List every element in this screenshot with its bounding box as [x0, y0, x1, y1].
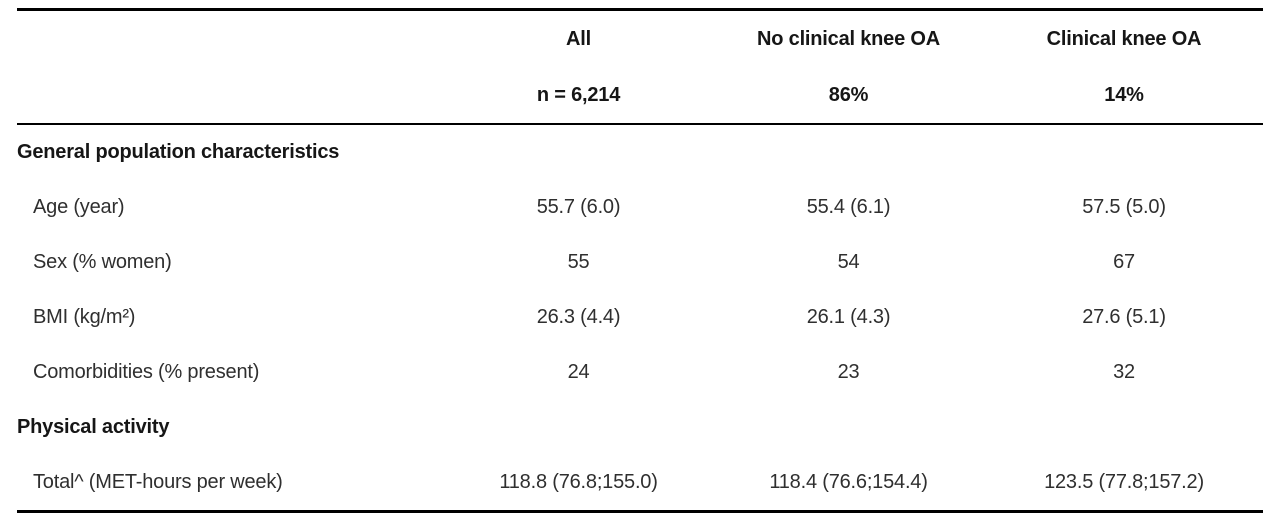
cell-value: 27.6 (5.1) [1082, 306, 1166, 328]
header-title-row: All No clinical knee OA Clinical knee OA [17, 10, 1263, 68]
row-label: Comorbidities (% present) [33, 361, 260, 383]
population-characteristics-table: All No clinical knee OA Clinical knee OA… [17, 8, 1263, 513]
section-header-label: Physical activity [17, 416, 170, 438]
cell-value: 118.8 (76.8;155.0) [499, 471, 658, 493]
cell-value: 24 [567, 361, 590, 383]
table-header: All No clinical knee OA Clinical knee OA… [17, 10, 1263, 124]
table-row-sex: Sex (% women) 55 54 67 [17, 235, 1263, 290]
row-label: BMI (kg/m²) [33, 306, 136, 328]
section-header-physical-activity: Physical activity [17, 400, 1263, 455]
subheader-empty-cell [17, 67, 445, 124]
col-subheader-all-n: n = 6,214 [536, 83, 621, 106]
row-label: Age (year) [33, 196, 125, 218]
row-label: Total^ (MET-hours per week) [33, 471, 283, 493]
table-row-total-met-hours: Total^ (MET-hours per week) 118.8 (76.8;… [17, 455, 1263, 512]
section-header-general-population: General population characteristics [17, 124, 1263, 180]
cell-value: 123.5 (77.8;157.2) [1044, 471, 1204, 493]
cell-value: 67 [1113, 251, 1135, 273]
col-header-no-clinical-knee-oa: No clinical knee OA [757, 27, 940, 50]
cell-value: 23 [837, 361, 860, 383]
cell-value: 26.1 (4.3) [806, 306, 891, 328]
cell-value: 55.4 (6.1) [806, 196, 891, 218]
table-container: All No clinical knee OA Clinical knee OA… [17, 8, 1263, 513]
section-header-label: General population characteristics [17, 141, 340, 163]
cell-value: 118.4 (76.6;154.4) [769, 471, 928, 493]
cell-value: 54 [837, 251, 860, 273]
table-row-bmi: BMI (kg/m²) 26.3 (4.4) 26.1 (4.3) 27.6 (… [17, 290, 1263, 345]
table-row-age: Age (year) 55.7 (6.0) 55.4 (6.1) 57.5 (5… [17, 180, 1263, 235]
header-empty-cell [17, 10, 445, 68]
col-header-all: All [566, 27, 591, 50]
cell-value: 55.7 (6.0) [536, 196, 621, 218]
cell-value: 57.5 (5.0) [1082, 196, 1166, 218]
row-label: Sex (% women) [33, 251, 172, 273]
table-body: General population characteristics Age (… [17, 124, 1263, 512]
col-subheader-oa-pct: 14% [1104, 83, 1144, 106]
cell-value: 32 [1113, 361, 1135, 383]
col-header-clinical-knee-oa: Clinical knee OA [1046, 27, 1202, 50]
header-subtitle-row: n = 6,214 86% 14% [17, 67, 1263, 124]
col-subheader-no-oa-pct: 86% [828, 83, 869, 106]
cell-value: 26.3 (4.4) [536, 306, 621, 328]
cell-value: 55 [567, 251, 590, 273]
table-row-comorbidities: Comorbidities (% present) 24 23 32 [17, 345, 1263, 400]
